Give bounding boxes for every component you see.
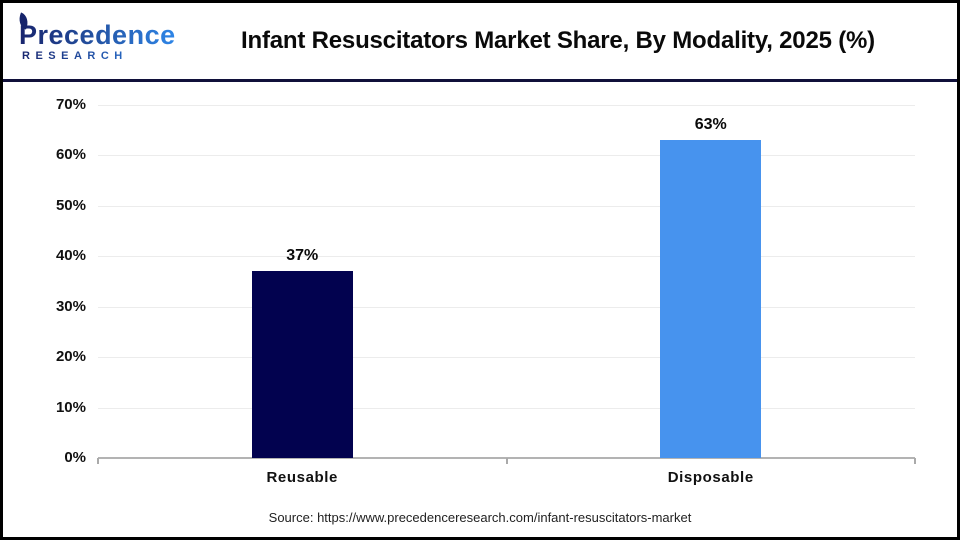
- y-tick-label-50%: 50%: [55, 196, 86, 214]
- bar-chart-plot-area: 0% 10% 20% 30% 40% 50% 60% 70% 37% 63%: [56, 97, 916, 466]
- bar-slot-disposable: 63%: [507, 105, 916, 458]
- bar-slot-reusable: 37%: [98, 105, 507, 458]
- y-tick-label-20%: 20%: [55, 348, 86, 366]
- gridline-40%: [98, 256, 915, 258]
- gridline-30%: [98, 306, 915, 308]
- y-tick-label-40%: 40%: [55, 247, 86, 265]
- gridline-70%: [98, 105, 915, 106]
- x-axis-tick: [97, 458, 99, 464]
- x-tick-label-disposable: Disposable: [667, 469, 754, 486]
- x-axis-tick: [505, 458, 508, 464]
- bar-value-label-disposable: 63%: [694, 116, 727, 134]
- y-tick-label-60%: 60%: [55, 146, 86, 164]
- x-axis-labels: Reusable Disposable: [98, 469, 915, 486]
- x-tick-label-reusable: Reusable: [266, 469, 338, 486]
- y-tick-label-0%: 0%: [64, 449, 86, 466]
- gridline-50%: [98, 205, 915, 207]
- brand-name-text: Precedence: [19, 20, 176, 50]
- gridline-20%: [98, 357, 915, 359]
- brand-name: Precedence: [15, 12, 176, 50]
- brand-subtitle: RESEARCH: [19, 50, 177, 63]
- y-tick-label-10%: 10%: [55, 398, 86, 416]
- bar-value-label-reusable: 37%: [286, 247, 319, 265]
- y-tick-label-30%: 30%: [55, 297, 86, 315]
- page-title: Infant Resuscitators Market Share, By Mo…: [241, 27, 875, 54]
- source-text: Source: https://www.precedenceresearch.c…: [268, 510, 692, 525]
- gridline-60%: [98, 155, 915, 157]
- brand-logo: Precedence RESEARCH: [15, 12, 177, 63]
- bar-reusable: [251, 271, 353, 458]
- header: Precedence RESEARCH Infant Resuscitators…: [3, 3, 957, 82]
- y-tick-label-70%: 70%: [55, 96, 86, 113]
- bar-disposable: [660, 140, 762, 458]
- gridline-10%: [98, 407, 915, 409]
- x-axis-tick: [914, 458, 916, 464]
